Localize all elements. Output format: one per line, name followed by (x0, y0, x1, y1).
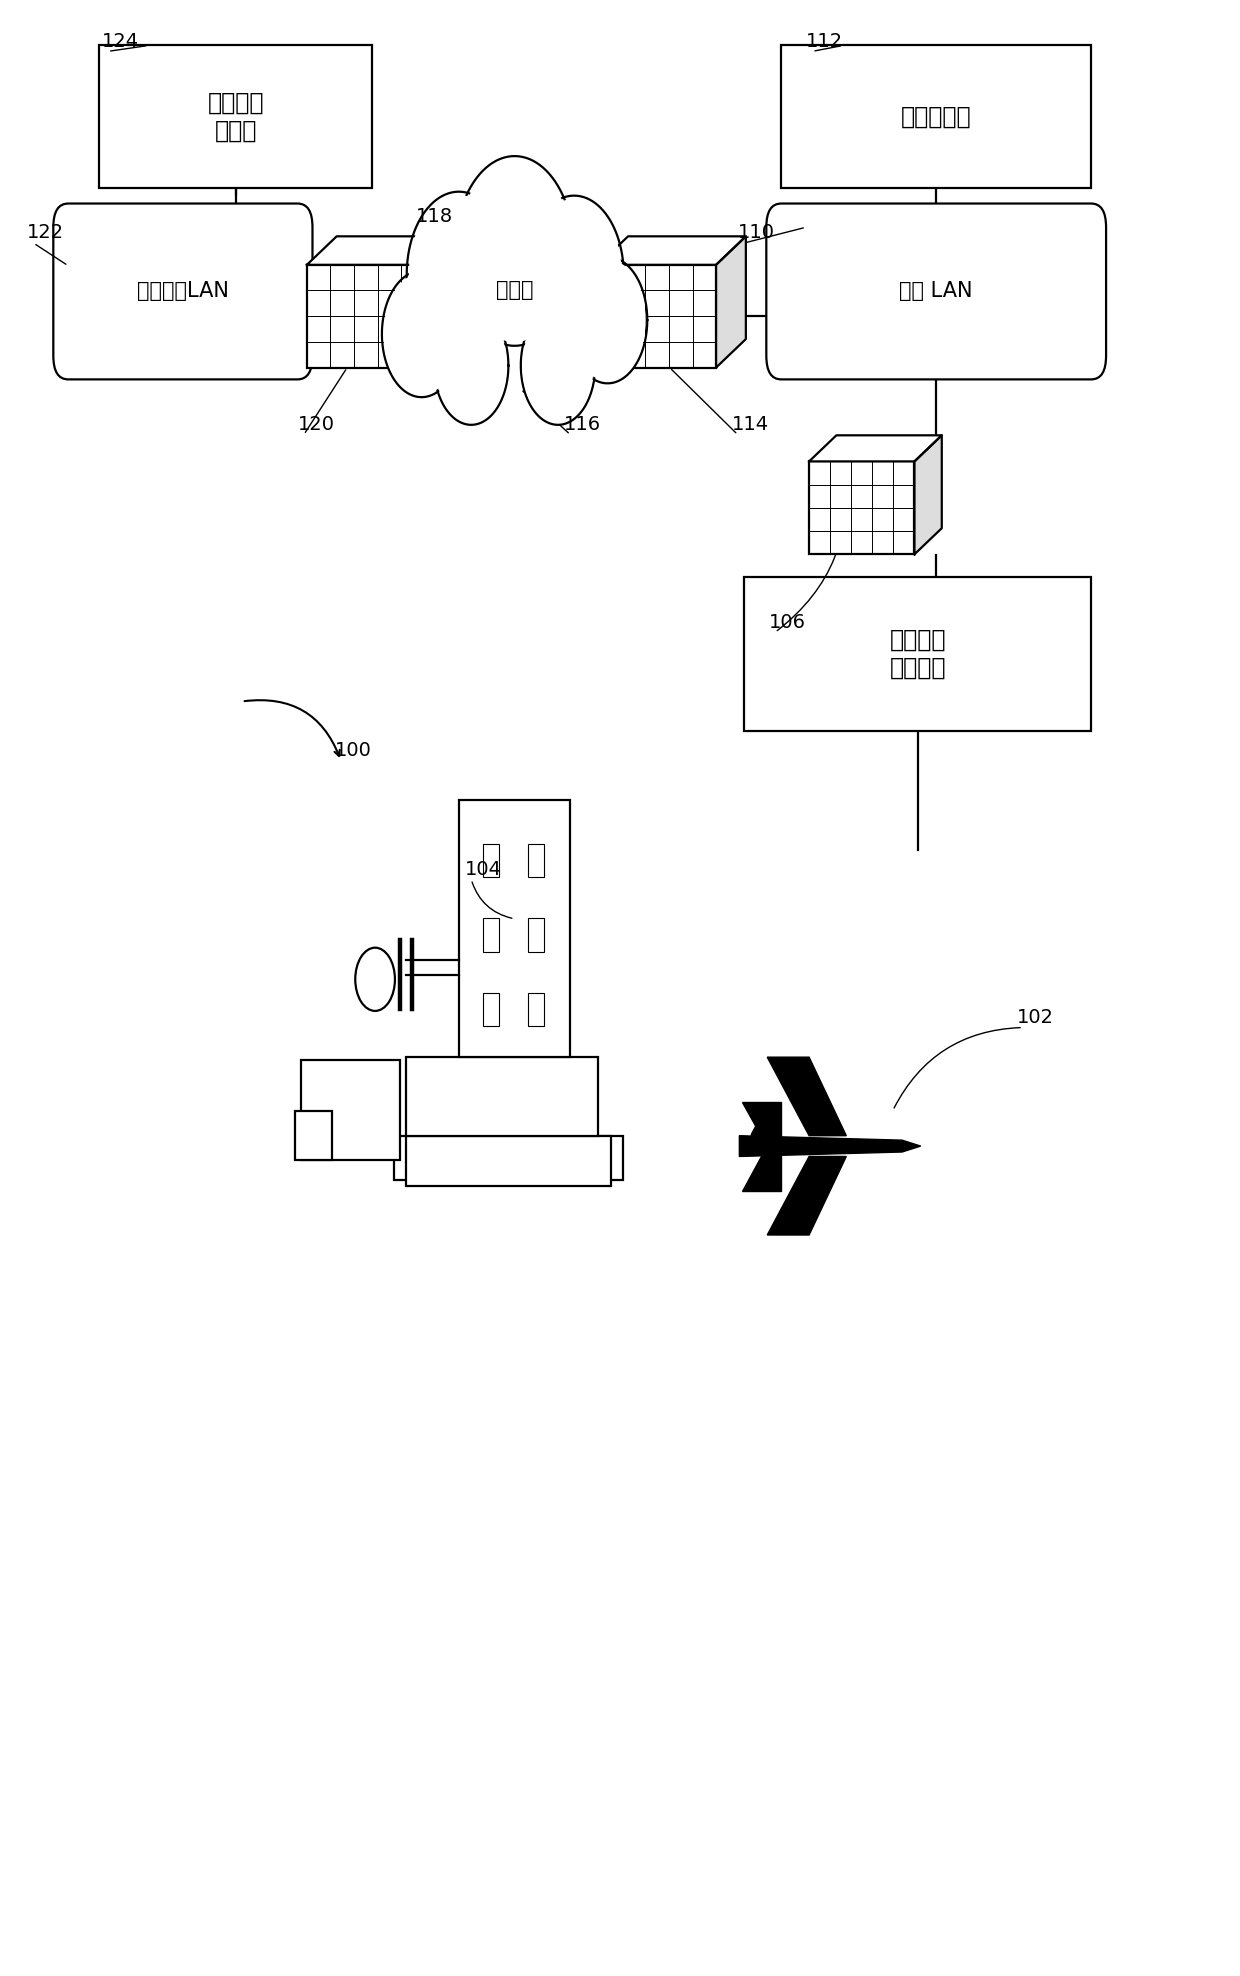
Circle shape (355, 948, 394, 1012)
Text: 机场服务器: 机场服务器 (901, 105, 971, 128)
Bar (407, 1136, 611, 1186)
Polygon shape (914, 435, 942, 555)
Circle shape (525, 196, 624, 354)
Bar (300, 1059, 399, 1160)
Circle shape (409, 196, 508, 354)
Text: 航空公司
服务器: 航空公司 服务器 (207, 91, 264, 142)
Circle shape (407, 192, 511, 358)
Text: 110: 110 (738, 223, 775, 243)
Text: 116: 116 (564, 415, 601, 435)
Bar (484, 844, 500, 877)
Bar (484, 919, 500, 952)
Text: 124: 124 (102, 32, 139, 51)
Text: 122: 122 (27, 223, 64, 243)
Bar (781, 45, 1091, 188)
Bar (407, 1057, 599, 1136)
Polygon shape (742, 1103, 781, 1136)
Bar (306, 265, 424, 368)
Circle shape (434, 306, 508, 425)
Polygon shape (808, 435, 942, 462)
Circle shape (521, 306, 595, 425)
Circle shape (382, 271, 461, 397)
Polygon shape (768, 1057, 846, 1136)
Bar (599, 265, 717, 368)
Text: 106: 106 (769, 613, 806, 632)
Bar (99, 45, 372, 188)
Polygon shape (768, 1156, 846, 1235)
Text: 104: 104 (465, 860, 502, 879)
Text: 机场地面
基础设施: 机场地面 基础设施 (889, 628, 946, 680)
Circle shape (522, 308, 594, 423)
Bar (295, 1111, 332, 1160)
Text: 102: 102 (1017, 1008, 1054, 1028)
Text: 112: 112 (806, 32, 843, 51)
Circle shape (435, 308, 507, 423)
Circle shape (383, 273, 460, 395)
Text: 100: 100 (335, 741, 372, 761)
Bar (528, 844, 544, 877)
Bar (484, 992, 500, 1026)
Polygon shape (717, 237, 746, 368)
Bar (528, 919, 544, 952)
Text: 114: 114 (732, 415, 769, 435)
Text: 118: 118 (415, 207, 453, 227)
Polygon shape (742, 1156, 781, 1190)
Polygon shape (751, 1105, 780, 1150)
Bar (744, 577, 1091, 731)
Circle shape (455, 156, 574, 346)
Circle shape (458, 160, 572, 342)
Text: 机场 LAN: 机场 LAN (899, 281, 973, 302)
Circle shape (527, 200, 621, 350)
Polygon shape (739, 1136, 920, 1156)
FancyBboxPatch shape (53, 204, 312, 379)
Text: 航空公司LAN: 航空公司LAN (136, 281, 229, 302)
Text: 120: 120 (298, 415, 335, 435)
Circle shape (569, 259, 646, 381)
Text: 因特网: 因特网 (496, 281, 533, 300)
Polygon shape (306, 237, 455, 265)
Polygon shape (424, 237, 455, 368)
Bar (459, 800, 570, 1057)
Bar (808, 462, 914, 555)
FancyBboxPatch shape (766, 204, 1106, 379)
Bar (394, 1136, 622, 1180)
Circle shape (568, 257, 647, 383)
Polygon shape (599, 237, 746, 265)
Bar (528, 992, 544, 1026)
